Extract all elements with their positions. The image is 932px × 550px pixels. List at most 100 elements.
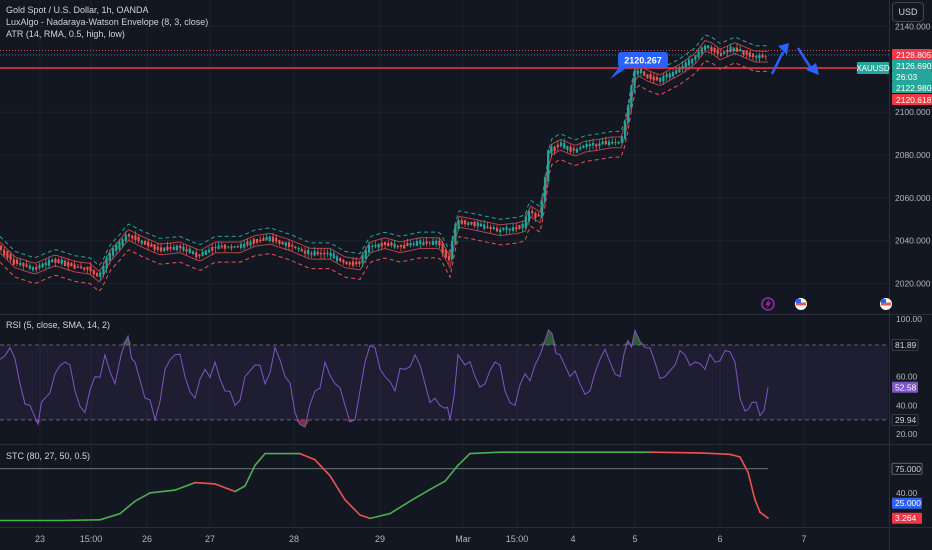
stc-line-segment[interactable]	[369, 512, 391, 520]
candle[interactable]	[163, 247, 166, 253]
candle[interactable]	[44, 258, 47, 269]
stc-line-segment[interactable]	[299, 452, 316, 461]
candle[interactable]	[396, 244, 399, 250]
candle[interactable]	[319, 248, 323, 259]
candle[interactable]	[6, 250, 9, 261]
candle[interactable]	[585, 140, 588, 150]
candle[interactable]	[387, 239, 390, 247]
stc-line-segment[interactable]	[469, 451, 501, 455]
candle[interactable]	[70, 262, 73, 267]
candle[interactable]	[470, 221, 473, 226]
candle[interactable]	[534, 211, 537, 222]
candle[interactable]	[678, 65, 681, 73]
candle[interactable]	[364, 246, 367, 264]
candle[interactable]	[12, 254, 15, 266]
candle[interactable]	[444, 247, 447, 259]
stc-value-label[interactable]	[892, 512, 922, 524]
rsi-value-label[interactable]	[891, 414, 919, 426]
candle[interactable]	[310, 250, 313, 258]
candle[interactable]	[51, 258, 54, 263]
stc-line-segment[interactable]	[344, 498, 361, 516]
candle[interactable]	[383, 241, 387, 249]
candle[interactable]	[335, 254, 339, 264]
candle[interactable]	[492, 224, 495, 231]
candle[interactable]	[438, 237, 441, 249]
candle[interactable]	[185, 244, 188, 256]
candle[interactable]	[243, 240, 246, 250]
candle[interactable]	[358, 260, 361, 268]
candle[interactable]	[38, 262, 41, 271]
candle[interactable]	[502, 227, 505, 232]
candle[interactable]	[281, 240, 284, 245]
candle[interactable]	[25, 260, 28, 268]
price-label-line[interactable]	[892, 94, 932, 105]
candle[interactable]	[204, 249, 207, 255]
candle[interactable]	[284, 241, 287, 251]
candle[interactable]	[710, 44, 713, 53]
symbol-title[interactable]: Gold Spot / U.S. Dollar, 1h, OANDA	[6, 5, 149, 15]
candle[interactable]	[390, 241, 393, 248]
candle[interactable]	[374, 241, 377, 249]
candle[interactable]	[246, 238, 249, 248]
currency-button[interactable]: USD	[892, 2, 924, 22]
candle[interactable]	[198, 253, 201, 259]
candle[interactable]	[147, 239, 150, 251]
candle[interactable]	[134, 231, 137, 243]
candle[interactable]	[419, 237, 422, 249]
price-label-lower[interactable]	[892, 82, 932, 93]
candle[interactable]	[118, 239, 121, 252]
candle[interactable]	[28, 262, 31, 271]
candle[interactable]	[105, 255, 108, 274]
candle[interactable]	[0, 244, 3, 253]
candle[interactable]	[409, 240, 412, 248]
candle[interactable]	[377, 243, 380, 252]
candle[interactable]	[550, 143, 553, 158]
stc-line-segment[interactable]	[359, 514, 371, 520]
rsi-value-label[interactable]	[892, 381, 918, 393]
candle[interactable]	[201, 249, 204, 257]
candle[interactable]	[361, 251, 364, 268]
candle[interactable]	[431, 237, 435, 246]
candle[interactable]	[569, 144, 572, 154]
candle[interactable]	[380, 239, 383, 251]
candle[interactable]	[60, 256, 63, 267]
candle[interactable]	[598, 139, 601, 150]
candle[interactable]	[633, 67, 636, 93]
candle[interactable]	[591, 138, 595, 150]
stc-line-segment[interactable]	[149, 489, 176, 494]
stc-line-segment[interactable]	[389, 500, 411, 515]
candle[interactable]	[230, 244, 233, 251]
candle[interactable]	[79, 262, 83, 269]
price-label-countdown[interactable]	[892, 71, 932, 82]
candle[interactable]	[124, 231, 127, 242]
candle[interactable]	[620, 134, 623, 144]
stc-line-segment[interactable]	[699, 452, 731, 456]
candle[interactable]	[617, 140, 620, 145]
candle[interactable]	[255, 238, 259, 245]
candle[interactable]	[508, 228, 511, 235]
candle[interactable]	[473, 220, 476, 229]
candle[interactable]	[166, 241, 169, 252]
candle[interactable]	[579, 143, 582, 151]
price-axis[interactable]: 2020.000 2040.000 2060.000 2080.000 2100.000…	[856, 21, 932, 289]
candle[interactable]	[700, 46, 703, 57]
candle[interactable]	[191, 250, 195, 255]
candle[interactable]	[15, 257, 19, 267]
stc-line-segment[interactable]	[444, 464, 459, 483]
candle[interactable]	[348, 260, 351, 267]
stc-line-segment[interactable]	[759, 511, 769, 520]
candle[interactable]	[479, 220, 483, 227]
candle[interactable]	[355, 257, 358, 267]
candle[interactable]	[739, 45, 742, 52]
candle[interactable]	[483, 220, 486, 231]
candle[interactable]	[207, 246, 211, 254]
candle[interactable]	[719, 48, 723, 57]
candle[interactable]	[511, 223, 515, 233]
candle[interactable]	[259, 236, 262, 243]
candle[interactable]	[31, 266, 35, 273]
stc-line-segment[interactable]	[409, 488, 431, 503]
candle[interactable]	[403, 240, 406, 250]
candle[interactable]	[102, 261, 105, 278]
stc-line-segment[interactable]	[314, 458, 331, 477]
